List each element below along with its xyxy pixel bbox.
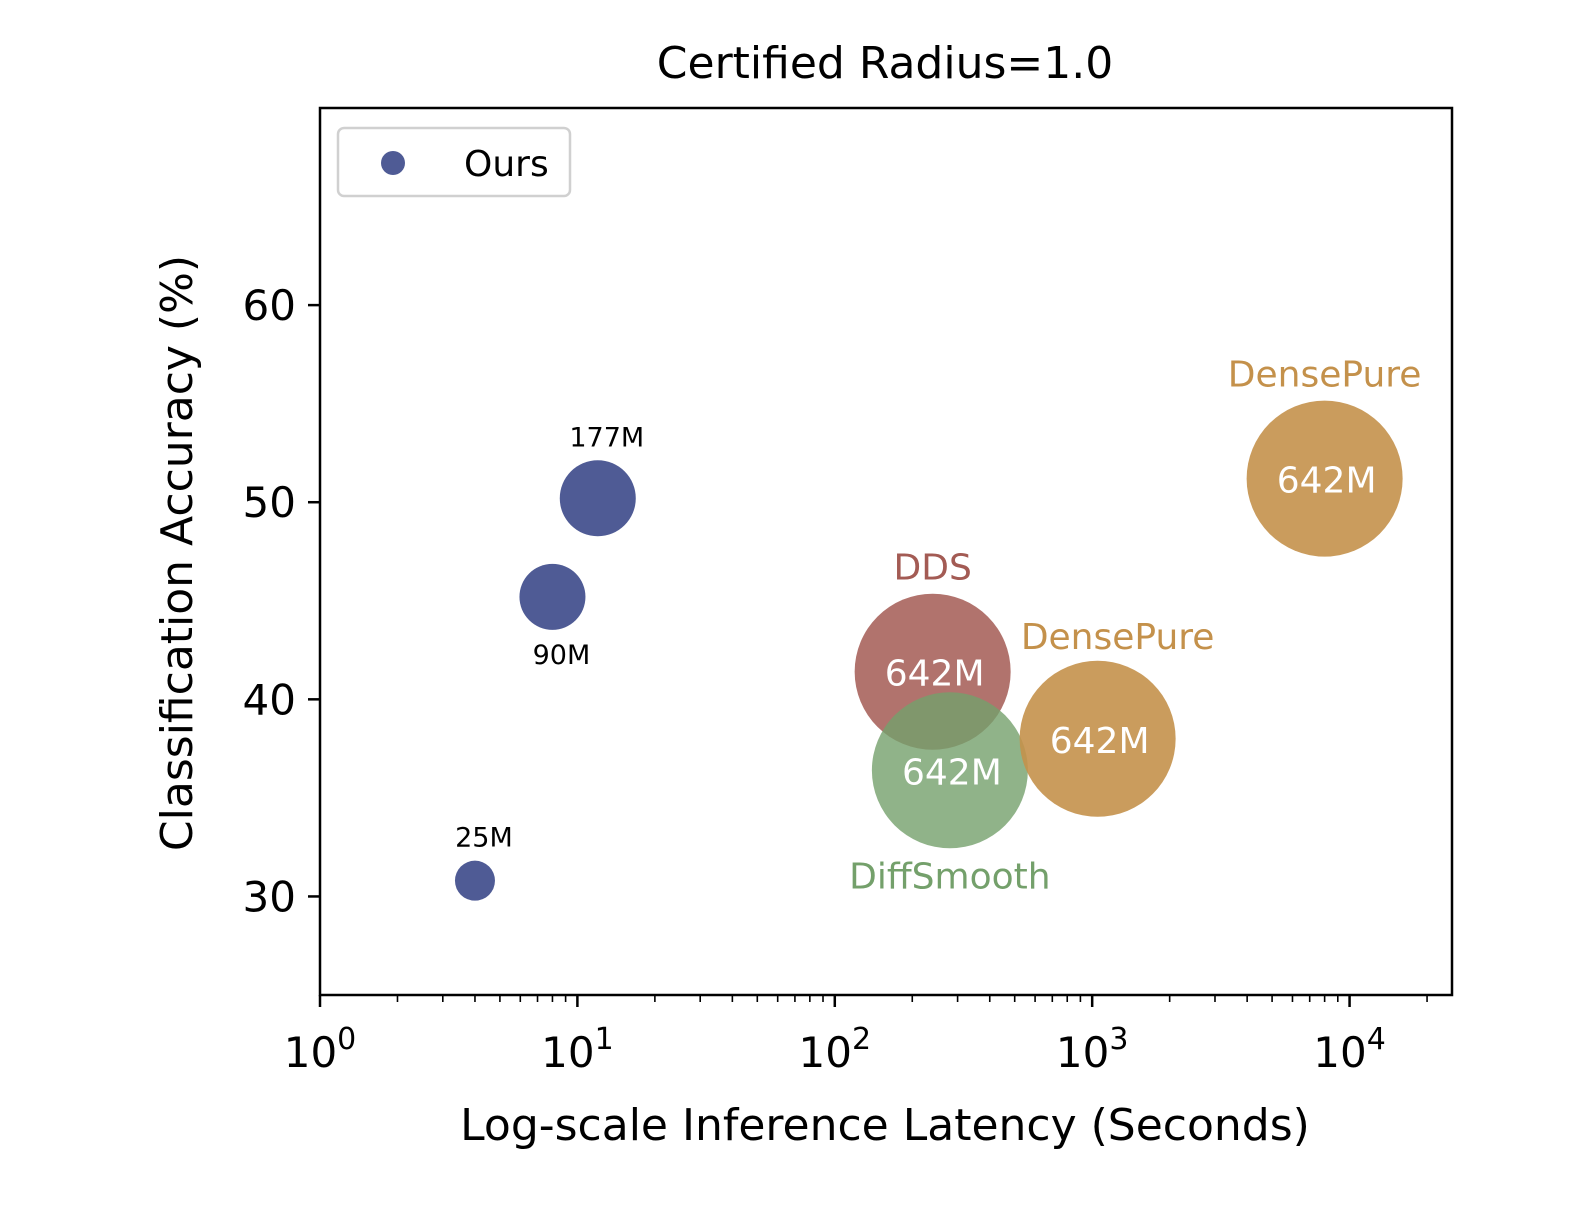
x-tick-label: 101 <box>541 1022 614 1077</box>
bubble-size-label: 642M <box>1277 461 1377 502</box>
x-tick-label: 102 <box>799 1022 872 1077</box>
bubble-size-label: 642M <box>1050 721 1150 762</box>
data-point <box>559 460 636 537</box>
point-size-label: 25M <box>455 823 513 854</box>
legend-marker <box>381 151 405 175</box>
x-tick-label: 103 <box>1056 1022 1129 1077</box>
baseline-bubble <box>1019 660 1176 817</box>
baseline-name-label: DDS <box>894 548 972 589</box>
y-tick-label: 30 <box>243 872 296 921</box>
chart-title: Certified Radius=1.0 <box>657 38 1113 89</box>
point-size-label: 90M <box>533 640 591 671</box>
legend-label: Ours <box>464 144 549 185</box>
bubble-size-label: 642M <box>902 752 1002 793</box>
baseline-bubble <box>1246 400 1403 557</box>
plot-frame <box>318 106 1454 997</box>
bubble-size-label: 642M <box>885 654 985 695</box>
legend-box <box>336 126 572 198</box>
x-tick-label: 104 <box>1313 1022 1386 1077</box>
data-point <box>454 860 495 901</box>
baseline-name-label: DiffSmooth <box>849 856 1050 897</box>
baseline-name-label: DensePure <box>1228 355 1422 396</box>
y-tick-label: 40 <box>243 675 296 724</box>
point-size-label: 177M <box>569 422 644 453</box>
y-tick-label: 60 <box>243 281 296 330</box>
plot-area: 100 101 102 103 104 30 40 50 60 642M DDS 642M DiffSm… <box>243 106 1454 1077</box>
x-tick-label: 100 <box>284 1022 357 1077</box>
y-tick-label: 50 <box>243 478 296 527</box>
baseline-bubble <box>871 692 1028 849</box>
data-point <box>519 563 586 630</box>
baseline-name-label: DensePure <box>1021 617 1215 658</box>
x-axis-label: Log-scale Inference Latency (Seconds) <box>460 1100 1310 1151</box>
y-axis-label: Classification Accuracy (%) <box>152 255 203 851</box>
